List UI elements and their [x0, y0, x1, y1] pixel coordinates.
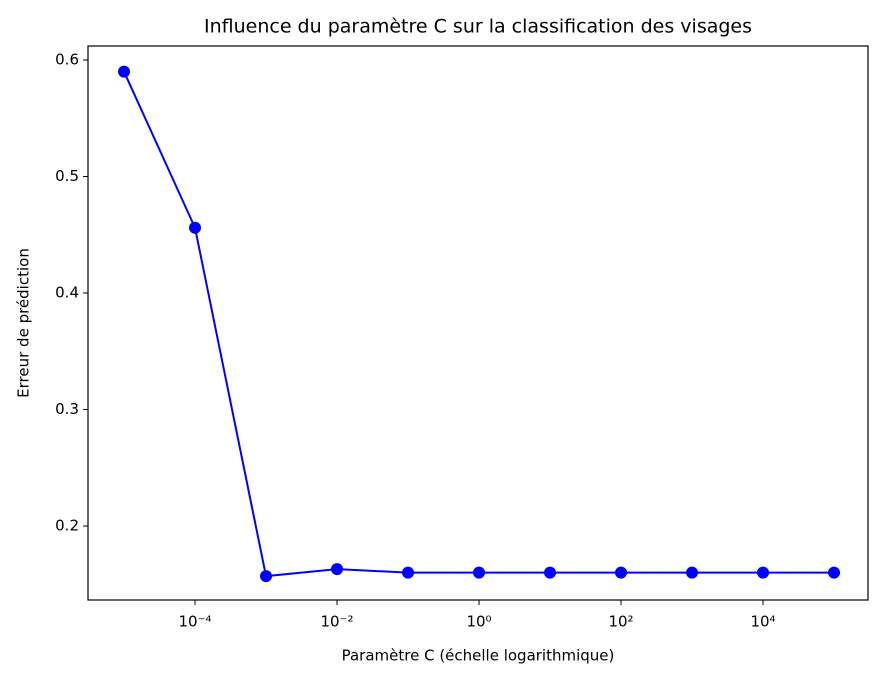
x-tick-label: 10⁴ — [750, 613, 775, 631]
y-tick-label: 0.6 — [55, 50, 79, 68]
x-tick-label: 10⁻⁴ — [178, 613, 211, 631]
y-tick-label: 0.5 — [55, 167, 79, 185]
x-tick-label: 10² — [608, 613, 633, 631]
series-line — [123, 71, 835, 578]
data-point — [189, 221, 202, 234]
chart-title: Influence du paramètre C sur la classifi… — [204, 16, 752, 38]
x-tick-label: 10⁰ — [466, 613, 491, 631]
data-point — [757, 566, 770, 579]
data-point — [402, 566, 415, 579]
data-point — [331, 563, 344, 576]
data-point — [118, 65, 131, 78]
data-point — [260, 570, 273, 583]
x-axis-label: Paramètre C (échelle logarithmique) — [342, 647, 615, 665]
y-tick-label: 0.4 — [55, 283, 79, 301]
data-point — [686, 566, 699, 579]
data-point — [473, 566, 486, 579]
y-axis-label: Erreur de prédiction — [15, 248, 33, 398]
data-point — [615, 566, 628, 579]
data-point — [828, 566, 841, 579]
data-point — [544, 566, 557, 579]
plot-frame — [87, 45, 869, 601]
x-tick-label: 10⁻² — [321, 613, 354, 631]
y-tick-label: 0.3 — [55, 400, 79, 418]
y-tick-label: 0.2 — [55, 517, 79, 535]
